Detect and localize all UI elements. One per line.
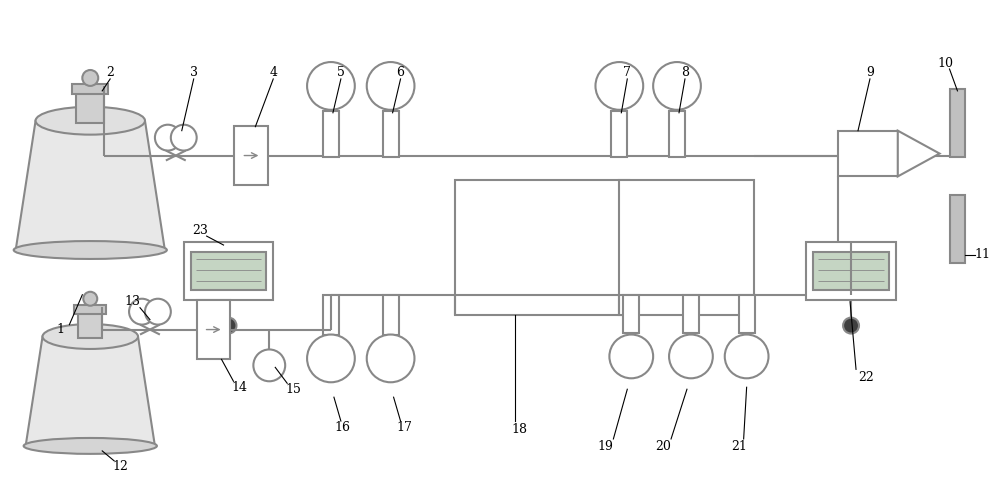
Text: 6: 6 [397,66,405,79]
Bar [683,295,699,332]
Bar [184,242,273,300]
Circle shape [221,317,236,333]
Bar [74,305,106,314]
Text: 12: 12 [112,460,128,473]
Circle shape [82,70,98,86]
Bar [383,111,399,156]
Text: 9: 9 [866,66,874,79]
Bar [623,295,639,332]
Text: 4: 4 [269,66,277,79]
Circle shape [367,334,414,382]
Text: 13: 13 [124,295,140,308]
Circle shape [145,299,171,324]
Bar [838,131,898,177]
Circle shape [609,334,653,378]
Text: 19: 19 [597,441,613,453]
Bar [323,111,339,156]
Bar [78,312,102,338]
Bar [813,252,889,290]
Circle shape [669,334,713,378]
Circle shape [367,62,414,110]
Text: 3: 3 [190,66,198,79]
Text: 21: 21 [731,441,747,453]
Circle shape [83,292,97,306]
Circle shape [843,317,859,333]
Bar [197,300,230,360]
Ellipse shape [14,241,167,259]
Bar [72,84,108,94]
Ellipse shape [43,324,138,349]
Circle shape [725,334,769,378]
Text: 10: 10 [938,56,954,69]
Circle shape [307,62,355,110]
Bar [619,181,754,315]
Text: 16: 16 [335,421,351,434]
Ellipse shape [36,107,145,135]
Bar [950,89,965,156]
Circle shape [171,125,197,150]
Bar [234,126,268,186]
Polygon shape [16,121,165,250]
Circle shape [595,62,643,110]
Text: 8: 8 [681,66,689,79]
Bar [383,295,399,334]
Circle shape [253,350,285,381]
Text: 14: 14 [231,381,247,394]
Bar [76,91,104,123]
Polygon shape [26,337,155,446]
Circle shape [653,62,701,110]
Text: 23: 23 [192,224,208,236]
Bar [455,181,629,315]
Bar [806,242,896,300]
Bar [669,111,685,156]
Text: 20: 20 [655,441,671,453]
Ellipse shape [24,438,157,454]
Circle shape [307,334,355,382]
Bar [191,252,266,290]
Text: 1: 1 [56,323,64,336]
Bar [611,111,627,156]
Text: 11: 11 [974,248,990,262]
Bar [950,195,965,263]
Text: 5: 5 [337,66,345,79]
Bar [739,295,755,332]
Text: 17: 17 [397,421,412,434]
Polygon shape [898,131,940,177]
Text: 2: 2 [106,66,114,79]
Text: 15: 15 [285,383,301,396]
Text: 22: 22 [858,371,874,384]
Circle shape [129,299,155,324]
Text: 18: 18 [512,423,528,436]
Text: 7: 7 [623,66,631,79]
Bar [323,295,339,334]
Circle shape [155,125,181,150]
